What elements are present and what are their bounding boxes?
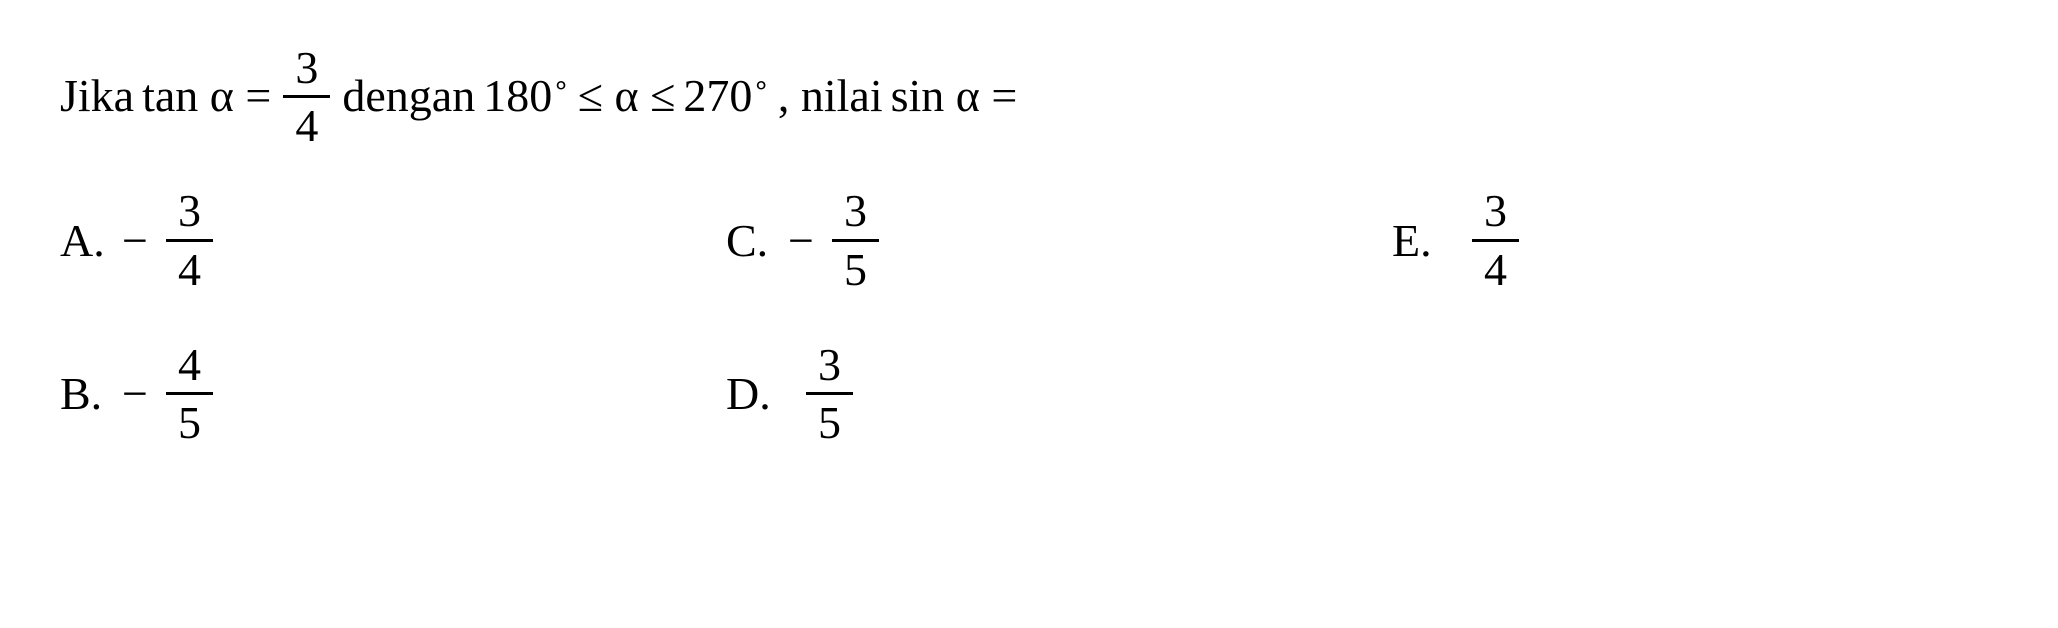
option-e: E. 3 4: [1392, 183, 1998, 296]
option-a-neg: −: [122, 214, 148, 267]
option-c-den: 5: [832, 242, 879, 297]
degree-symbol-1: ∘: [552, 71, 570, 102]
option-b: B. − 4 5: [60, 337, 666, 450]
range-end: 270∘: [683, 55, 770, 138]
option-d-den: 5: [806, 395, 853, 450]
fraction-1-num: 3: [283, 40, 330, 98]
range-1-value: 180: [483, 70, 552, 121]
option-a-fraction: 3 4: [166, 183, 213, 296]
option-d-fraction: 3 5: [806, 337, 853, 450]
option-c: C. − 3 5: [726, 183, 1332, 296]
option-b-label: B.: [60, 367, 110, 420]
option-a-num: 3: [166, 183, 213, 241]
option-b-fraction: 4 5: [166, 337, 213, 450]
question-text: Jika tan α = 3 4 dengan 180∘ ≤ α ≤ 270∘ …: [60, 40, 1998, 153]
fraction-1-den: 4: [283, 98, 330, 153]
option-c-num: 3: [832, 183, 879, 241]
degree-symbol-2: ∘: [752, 71, 770, 102]
option-e-label: E.: [1392, 214, 1442, 267]
option-c-neg: −: [788, 214, 814, 267]
option-d-label: D.: [726, 367, 776, 420]
option-c-label: C.: [726, 214, 776, 267]
option-d-num: 3: [806, 337, 853, 395]
question-prefix: Jika: [60, 55, 134, 138]
fraction-1: 3 4: [283, 40, 330, 153]
range-start: 180∘: [483, 55, 570, 138]
option-e-num: 3: [1472, 183, 1519, 241]
range-operator: ≤ α ≤: [578, 55, 676, 138]
option-e-fraction: 3 4: [1472, 183, 1519, 296]
sin-expression: sin α =: [891, 55, 1018, 138]
option-a-label: A.: [60, 214, 110, 267]
option-b-den: 5: [166, 395, 213, 450]
tan-expression: tan α =: [142, 55, 271, 138]
options-container: A. − 3 4 C. − 3 5 E. 3 4 B. − 4 5 D.: [60, 183, 1998, 450]
question-suffix: , nilai: [778, 55, 883, 138]
option-d: D. 3 5: [726, 337, 1332, 450]
option-a: A. − 3 4: [60, 183, 666, 296]
question-middle: dengan: [342, 55, 475, 138]
option-b-num: 4: [166, 337, 213, 395]
range-2-value: 270: [683, 70, 752, 121]
option-c-fraction: 3 5: [832, 183, 879, 296]
option-a-den: 4: [166, 242, 213, 297]
option-e-den: 4: [1472, 242, 1519, 297]
option-b-neg: −: [122, 367, 148, 420]
